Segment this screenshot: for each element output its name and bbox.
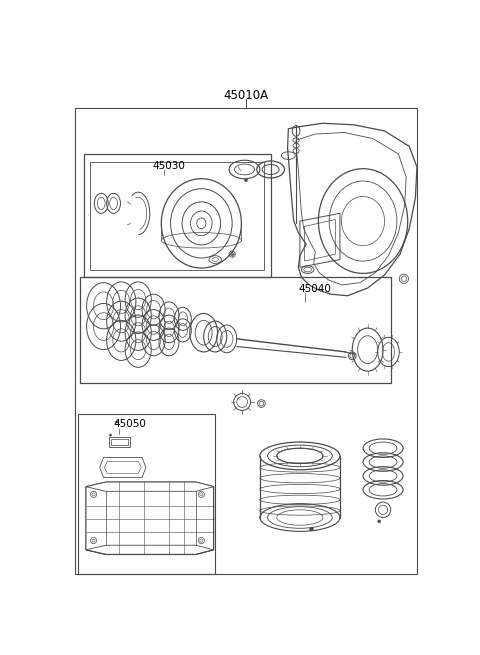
Polygon shape xyxy=(86,482,214,491)
Text: 45040: 45040 xyxy=(299,284,331,294)
Circle shape xyxy=(116,421,118,423)
Bar xyxy=(111,439,128,445)
Text: 45010A: 45010A xyxy=(223,89,269,102)
Bar xyxy=(109,437,131,447)
Bar xyxy=(78,413,215,574)
Circle shape xyxy=(310,527,313,531)
Circle shape xyxy=(109,434,112,436)
Text: 45050: 45050 xyxy=(114,419,146,429)
Circle shape xyxy=(378,520,381,523)
Circle shape xyxy=(244,179,248,182)
Text: 45030: 45030 xyxy=(152,160,185,170)
